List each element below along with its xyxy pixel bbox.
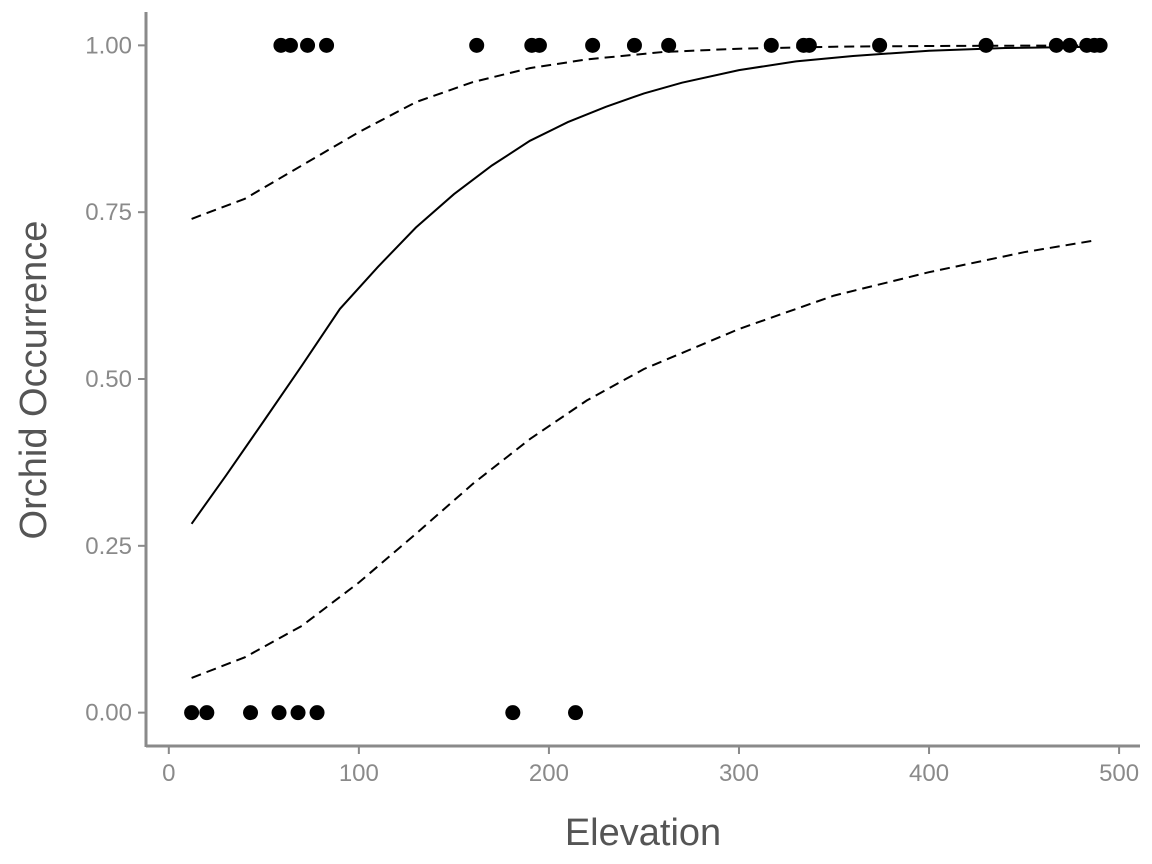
x-tick-label: 400 [909,760,949,787]
data-point [290,705,306,721]
y-tick-label: 1.00 [85,32,132,59]
y-tick-label: 0.75 [85,199,132,226]
data-point [626,37,642,53]
data-point [585,37,601,53]
confidence-band-line [191,239,1097,679]
confidence-band-line [191,44,1097,220]
data-point [319,37,335,53]
data-point [505,705,521,721]
data-point [661,37,677,53]
x-tick-label: 200 [529,760,569,787]
plot-area [184,37,1108,721]
data-point [1092,37,1108,53]
data-point [469,37,485,53]
data-point [271,705,287,721]
data-point [184,705,200,721]
fitted-curve-line [190,45,1097,525]
data-point [309,705,325,721]
data-point [763,37,779,53]
y-tick-label: 0.50 [85,366,132,393]
y-tick-label: 0.25 [85,533,132,560]
data-point [243,705,259,721]
axis-ticks: 0 100 200 300 400 500 0.00 0.25 0.50 0.75 1.00 [85,32,1139,787]
y-tick-label: 0.00 [85,700,132,727]
data-point [300,37,316,53]
data-point [531,37,547,53]
data-point [872,37,888,53]
data-point [568,705,584,721]
data-point [282,37,298,53]
x-tick-label: 0 [162,760,175,787]
y-axis-title: Orchid Occurrence [13,221,55,540]
data-point [199,705,215,721]
data-point [801,37,817,53]
x-axis-title: Elevation [565,812,721,854]
x-tick-label: 500 [1099,760,1139,787]
x-tick-label: 300 [719,760,759,787]
x-tick-label: 100 [339,760,379,787]
